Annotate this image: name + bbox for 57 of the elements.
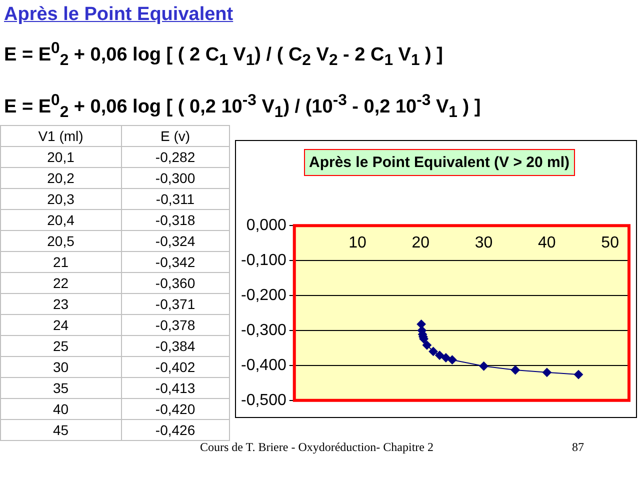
text: 21 xyxy=(0,252,122,272)
text: Cours de T. Briere - Oxydoréduction- Chapitre 2 xyxy=(200,440,434,455)
text: 30 xyxy=(0,356,122,378)
text: -0,384 xyxy=(121,336,230,356)
y-tick-label: -0,200 xyxy=(240,286,286,304)
text: E = E$^{0}$$_{2}$ + 0,06 log [ ( 0,2 10$^{-3}$ V$_{1}$) / (10$^{-3}$ - 0,2 10$^{-3}$ V$_{1}$ ) ] xyxy=(4,92,481,122)
text: V1 (ml) xyxy=(0,126,122,146)
text: -0,371 xyxy=(121,294,230,314)
text: 25 xyxy=(0,336,122,356)
text: Après le Point Equivalent xyxy=(4,4,234,26)
text: -0,342 xyxy=(121,252,230,272)
point xyxy=(428,346,438,356)
text: -0,360 xyxy=(121,272,230,294)
text: 22 xyxy=(0,272,122,294)
text: -0,311 xyxy=(121,188,230,210)
text: 20,5 xyxy=(0,230,122,252)
y-tick-label: -0,100 xyxy=(240,252,286,269)
point xyxy=(574,370,583,380)
text: 35 xyxy=(0,378,122,398)
text: -0,413 xyxy=(121,378,230,398)
text: -0,282 xyxy=(121,146,230,168)
x-tick-label: 50 xyxy=(601,234,620,252)
text: -0,300 xyxy=(121,168,230,188)
text: -0,318 xyxy=(121,210,230,230)
x-tick-label: 20 xyxy=(412,234,430,252)
y-tick-label: -0,500 xyxy=(240,392,286,409)
text: 20,4 xyxy=(0,210,122,230)
text: -0,324 xyxy=(121,230,230,252)
point xyxy=(542,368,552,377)
point xyxy=(435,350,444,360)
x-tick-label: 10 xyxy=(348,234,367,252)
text: 40 xyxy=(0,398,122,420)
x-tick-label: 40 xyxy=(538,234,556,252)
point xyxy=(510,365,520,374)
text: -0,402 xyxy=(121,356,230,378)
x-tick-label: 30 xyxy=(474,234,493,252)
y-tick-label: -0,400 xyxy=(240,356,286,374)
text: 20,2 xyxy=(0,168,122,188)
y-tick-label: 0,000 xyxy=(246,217,286,234)
text: 23 xyxy=(0,294,122,314)
point xyxy=(441,353,450,362)
text: 20,3 xyxy=(0,188,122,210)
text: 87 xyxy=(572,440,584,455)
y-tick-label: -0,300 xyxy=(240,322,286,339)
text: 20,1 xyxy=(0,146,122,168)
text: -0,378 xyxy=(121,314,230,336)
point xyxy=(416,320,426,329)
text: 45 xyxy=(0,420,122,440)
point xyxy=(448,355,457,364)
text: -0,426 xyxy=(121,420,230,440)
chart-title: Après le Point Equivalent (V > 20 ml) xyxy=(304,149,574,176)
text: E = E$^{0}$$_{2}$ + 0,06 log [ ( 2 C$_{1}$ V$_{1}$) / ( C$_{2}$ V$_{2}$ - 2 C$_{1}$ V$_{1}$ ) ] xyxy=(4,40,443,70)
text: -0,420 xyxy=(121,398,230,420)
point xyxy=(422,340,432,350)
text: E (v) xyxy=(121,126,230,146)
text: 24 xyxy=(0,314,122,336)
point xyxy=(479,362,488,371)
